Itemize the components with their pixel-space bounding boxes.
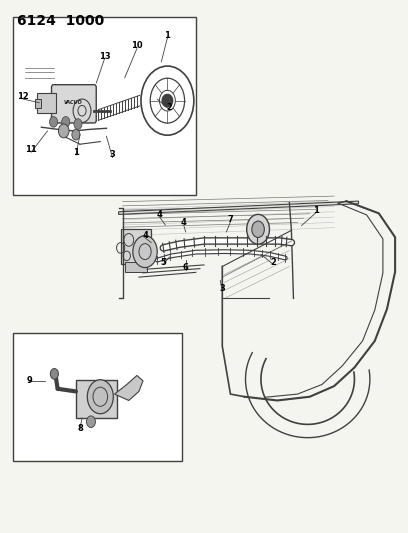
Circle shape [247, 214, 269, 244]
Text: 3: 3 [110, 150, 115, 159]
Bar [125, 262, 147, 272]
Bar [121, 229, 151, 264]
Text: 2: 2 [166, 102, 172, 111]
Text: 4: 4 [156, 210, 162, 219]
Text: 8: 8 [77, 424, 83, 433]
Circle shape [164, 96, 171, 105]
Bar [37, 93, 55, 114]
FancyBboxPatch shape [51, 85, 96, 123]
Text: 4: 4 [142, 231, 148, 240]
Text: VACUO: VACUO [64, 100, 82, 105]
Circle shape [62, 117, 70, 127]
Bar [76, 379, 117, 418]
Text: 10: 10 [131, 42, 143, 51]
Text: 2: 2 [270, 258, 276, 266]
Circle shape [58, 124, 69, 138]
Bar [13, 17, 196, 195]
Circle shape [87, 379, 113, 414]
Text: 1: 1 [313, 206, 319, 215]
Text: 4: 4 [181, 219, 186, 228]
Bar [13, 333, 182, 461]
Text: 12: 12 [17, 92, 29, 101]
Polygon shape [119, 201, 359, 214]
Text: 1: 1 [164, 31, 171, 40]
Circle shape [50, 368, 58, 379]
Text: 7: 7 [228, 215, 233, 224]
Text: 9: 9 [26, 376, 32, 385]
Circle shape [86, 416, 95, 427]
Text: 3: 3 [220, 284, 225, 293]
Text: 6124  1000: 6124 1000 [17, 14, 104, 28]
Circle shape [74, 119, 82, 130]
Text: 11: 11 [25, 145, 37, 154]
Bar [35, 99, 41, 108]
Circle shape [72, 130, 80, 140]
Text: 13: 13 [99, 52, 110, 61]
Circle shape [49, 117, 58, 127]
Text: 1: 1 [73, 148, 79, 157]
Polygon shape [115, 375, 143, 400]
Circle shape [252, 221, 264, 238]
Text: 6: 6 [183, 263, 188, 272]
Text: 5: 5 [160, 258, 166, 266]
Circle shape [133, 236, 157, 268]
